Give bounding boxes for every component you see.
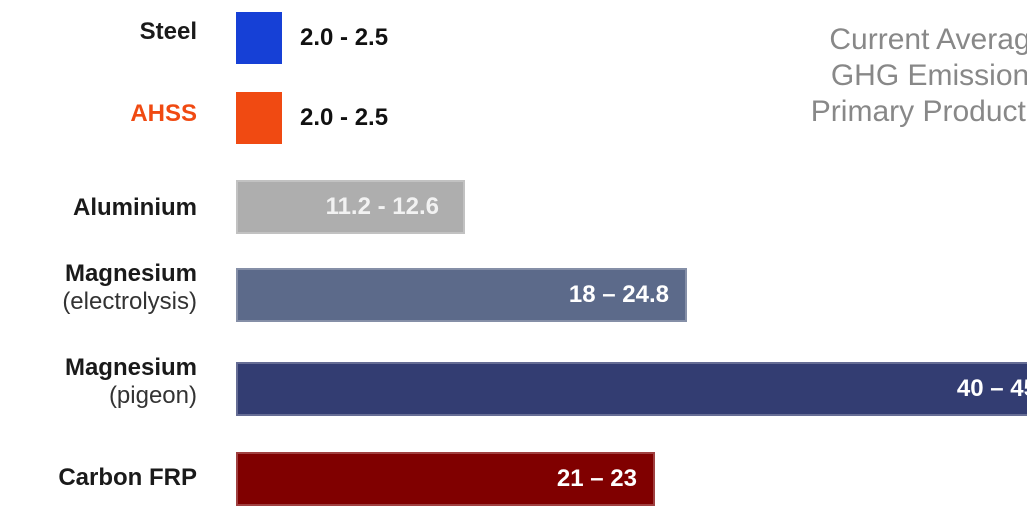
category-label: Magnesium (electrolysis) (62, 260, 197, 316)
category-name: Steel (139, 18, 197, 45)
category-name: Carbon FRP (58, 464, 197, 491)
category-subname: (electrolysis) (62, 288, 197, 315)
category-name: Magnesium (64, 354, 197, 381)
category-label: Steel (140, 18, 197, 46)
category-name: Aluminium (73, 194, 197, 221)
category-label: Aluminium (73, 194, 197, 222)
chart-annotation: Current Averag GHG Emission Primary Prod… (760, 22, 1027, 130)
annotation-line-1: Current Averag (829, 23, 1027, 56)
category-label: AHSS (130, 100, 197, 128)
bar: 40 – 45 (236, 362, 1027, 416)
legend-swatch (236, 92, 282, 144)
category-label: Magnesium (pigeon) (65, 354, 197, 410)
category-label: Carbon FRP (58, 464, 197, 492)
bar-value-label: 18 – 24.8 (568, 281, 669, 308)
category-name: AHSS (130, 100, 197, 127)
bar: 21 – 23 (236, 452, 655, 506)
bar-value-label: 21 – 23 (556, 465, 637, 492)
annotation-line-2: GHG Emission (830, 59, 1027, 92)
bar: 18 – 24.8 (236, 268, 687, 322)
legend-swatch (236, 12, 282, 64)
bar-value-label: 2.0 - 2.5 (300, 24, 389, 51)
bar-value-label: 11.2 - 12.6 (325, 193, 439, 220)
bar-value-label: 2.0 - 2.5 (300, 104, 389, 131)
bar: 11.2 - 12.6 (236, 180, 465, 234)
category-subname: (pigeon) (108, 382, 197, 409)
bar-value-label: 40 – 45 (956, 375, 1027, 402)
category-name: Magnesium (64, 260, 197, 287)
annotation-line-3: Primary Productio (810, 95, 1027, 128)
